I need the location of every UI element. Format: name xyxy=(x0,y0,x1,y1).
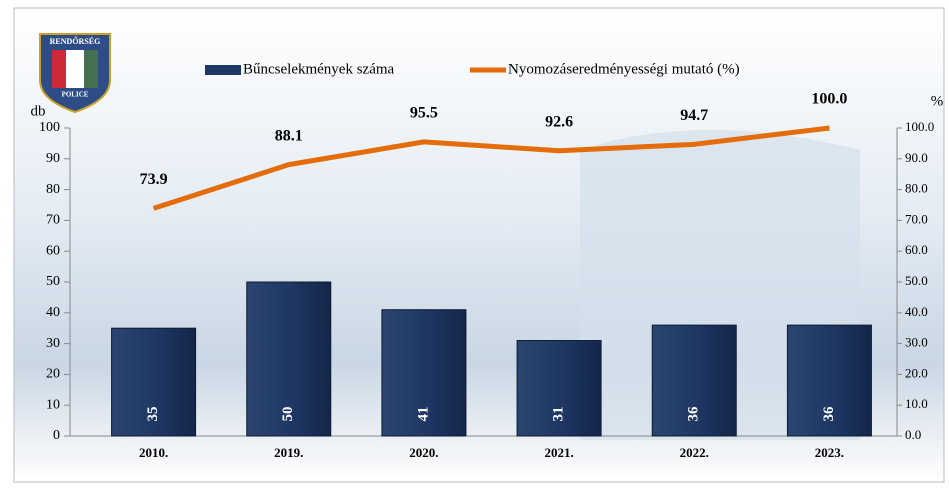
y-tick-label: 70 xyxy=(46,213,60,228)
x-tick-label: 2019. xyxy=(274,445,303,460)
y2-tick-label: 40.0 xyxy=(905,304,928,319)
y2-tick-label: 0.0 xyxy=(905,427,921,442)
y-tick-label: 20 xyxy=(46,367,60,382)
x-tick-label: 2010. xyxy=(139,445,168,460)
y-tick-label: 50 xyxy=(46,274,60,289)
y-tick-label: 60 xyxy=(46,243,60,258)
y2-tick-label: 80.0 xyxy=(905,181,928,196)
y2-tick-label: 60.0 xyxy=(905,242,928,257)
x-tick-label: 2021. xyxy=(544,445,573,460)
y2-tick-label: 50.0 xyxy=(905,273,928,288)
y2-tick-label: 90.0 xyxy=(905,150,928,165)
y-tick-label: 40 xyxy=(46,305,60,320)
bar xyxy=(786,324,872,437)
bar xyxy=(111,327,197,437)
y-tick-label: 0 xyxy=(53,428,60,443)
y2-tick-label: 70.0 xyxy=(905,211,928,226)
bar-value-label: 31 xyxy=(551,407,567,422)
bar xyxy=(246,281,332,437)
y2-tick-label: 10.0 xyxy=(905,396,928,411)
bar-value-label: 41 xyxy=(415,407,431,422)
logo-bottom: POLICE xyxy=(62,91,89,99)
x-tick-label: 2023. xyxy=(815,445,844,460)
bar-value-label: 50 xyxy=(280,407,296,422)
line-value-label: 73.9 xyxy=(140,171,168,188)
y-tick-label: 90 xyxy=(46,151,60,166)
bar xyxy=(651,324,737,437)
y-tick-label: 80 xyxy=(46,182,60,197)
bar-value-label: 36 xyxy=(821,406,837,422)
y-axis-title: db xyxy=(31,103,46,119)
x-tick-label: 2020. xyxy=(409,445,438,460)
y2-tick-label: 100.0 xyxy=(905,119,934,134)
flag-green xyxy=(84,50,98,88)
line-value-label: 92.6 xyxy=(545,113,573,130)
flag-white xyxy=(66,50,84,88)
y2-tick-label: 20.0 xyxy=(905,365,928,380)
bar-value-label: 36 xyxy=(686,406,702,422)
y-tick-label: 10 xyxy=(46,397,60,412)
line xyxy=(152,125,830,211)
legend-swatch xyxy=(205,65,241,75)
legend-label: Bűncselekmények száma xyxy=(243,61,395,77)
bar xyxy=(516,340,602,437)
line-value-label: 100.0 xyxy=(811,91,847,108)
y-tick-label: 100 xyxy=(39,120,60,135)
bar-value-label: 35 xyxy=(145,407,161,422)
logo-top: RENDŐRSÉG xyxy=(50,36,101,46)
y2-axis-title: % xyxy=(931,93,944,109)
legend-label: Nyomozáseredményességi mutató (%) xyxy=(508,61,740,77)
flag-red xyxy=(52,50,66,88)
x-tick-label: 2022. xyxy=(680,445,709,460)
bar xyxy=(381,309,467,437)
line-value-label: 94.7 xyxy=(680,107,708,124)
line-value-label: 95.5 xyxy=(410,105,438,122)
line-value-label: 88.1 xyxy=(275,127,303,144)
y2-tick-label: 30.0 xyxy=(905,335,928,350)
logo: RENDŐRSÉG POLICE xyxy=(39,33,111,114)
y-tick-label: 30 xyxy=(46,336,60,351)
